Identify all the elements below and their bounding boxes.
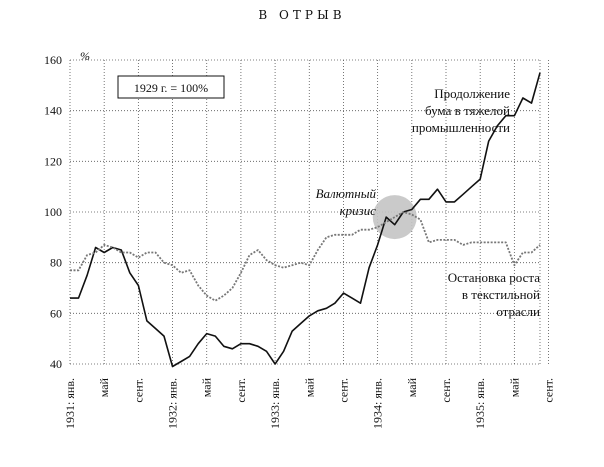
annotation-heavy-industry: Продолжение bbox=[434, 86, 510, 101]
annotation-heavy-industry: промышленности bbox=[412, 120, 510, 135]
annotation-currency-crisis: кризис bbox=[340, 203, 377, 218]
y-tick-label: 160 bbox=[44, 53, 62, 67]
y-tick-label: 80 bbox=[50, 256, 62, 270]
x-tick-label: 1932: янв. bbox=[166, 378, 180, 429]
x-tick-label: май bbox=[97, 377, 111, 397]
y-tick-label: 60 bbox=[50, 306, 62, 320]
base-note: 1929 г. = 100% bbox=[134, 81, 208, 95]
x-tick-label: сент. bbox=[234, 378, 248, 403]
x-tick-label: сент. bbox=[542, 378, 556, 403]
annotation-currency-crisis: Валютный bbox=[316, 186, 377, 201]
y-tick-label: 40 bbox=[50, 357, 62, 371]
crisis-highlight bbox=[372, 195, 417, 240]
y-tick-label: 100 bbox=[44, 205, 62, 219]
x-tick-label: май bbox=[507, 377, 521, 397]
x-tick-label: май bbox=[200, 377, 214, 397]
annotation-textile: отрасли bbox=[496, 304, 540, 319]
annotation-textile: в текстильной bbox=[462, 287, 540, 302]
y-tick-label: 140 bbox=[44, 104, 62, 118]
x-tick-label: май bbox=[302, 377, 316, 397]
x-tick-label: 1931: янв. bbox=[63, 378, 77, 429]
x-tick-label: 1935: янв. bbox=[473, 378, 487, 429]
x-tick-label: сент. bbox=[439, 378, 453, 403]
annotation-heavy-industry: бума в тяжелой bbox=[425, 103, 510, 118]
base-note-box bbox=[117, 75, 225, 99]
x-tick-label: 1934: янв. bbox=[371, 378, 385, 429]
x-tick-label: май bbox=[405, 377, 419, 397]
x-tick-label: 1933: янв. bbox=[268, 378, 282, 429]
series-line-1 bbox=[70, 72, 541, 368]
annotation-textile: Остановка роста bbox=[448, 270, 540, 285]
chart-title: В ОТРЫВ bbox=[258, 8, 346, 22]
y-unit-label: % bbox=[80, 49, 90, 63]
x-tick-label: сент. bbox=[336, 378, 350, 403]
series-line-2 bbox=[70, 211, 541, 302]
x-tick-label: сент. bbox=[131, 378, 145, 403]
y-tick-label: 120 bbox=[44, 154, 62, 168]
